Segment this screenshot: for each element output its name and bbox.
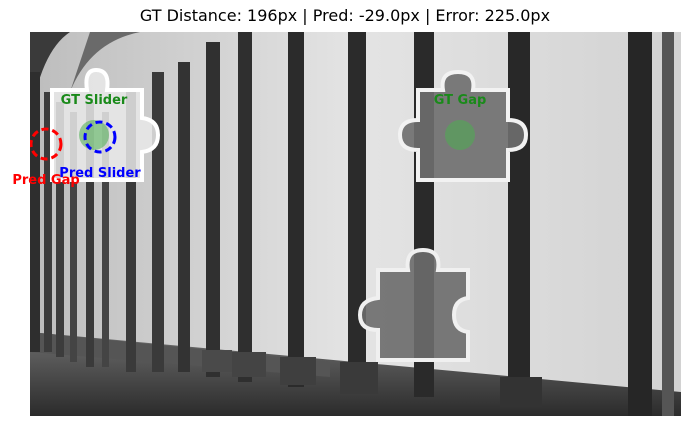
gt-slider-label: GT Slider — [60, 93, 128, 108]
figure-title: GT Distance: 196px | Pred: -29.0px | Err… — [139, 6, 551, 25]
decoy-puzzle-piece — [357, 247, 470, 362]
pred-slider-label: Pred Slider — [59, 166, 141, 181]
captcha-image — [30, 32, 681, 416]
pred-gap-marker — [30, 127, 63, 161]
background-scene — [30, 32, 681, 416]
pred-slider-marker — [83, 120, 117, 154]
pred-gap-label: Pred Gap — [12, 173, 80, 188]
gt-gap-label: GT Gap — [433, 93, 487, 108]
gt-slider-marker — [79, 120, 109, 150]
gt-gap-marker — [445, 120, 475, 150]
